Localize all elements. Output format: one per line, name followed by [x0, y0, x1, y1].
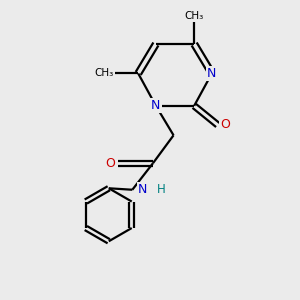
Text: O: O: [220, 118, 230, 131]
Text: O: O: [105, 157, 115, 170]
Text: CH₃: CH₃: [184, 11, 204, 21]
Text: N: N: [138, 183, 147, 196]
Text: N: N: [151, 99, 160, 112]
Text: CH₃: CH₃: [95, 68, 114, 78]
Text: N: N: [207, 67, 217, 80]
Text: H: H: [158, 183, 166, 196]
